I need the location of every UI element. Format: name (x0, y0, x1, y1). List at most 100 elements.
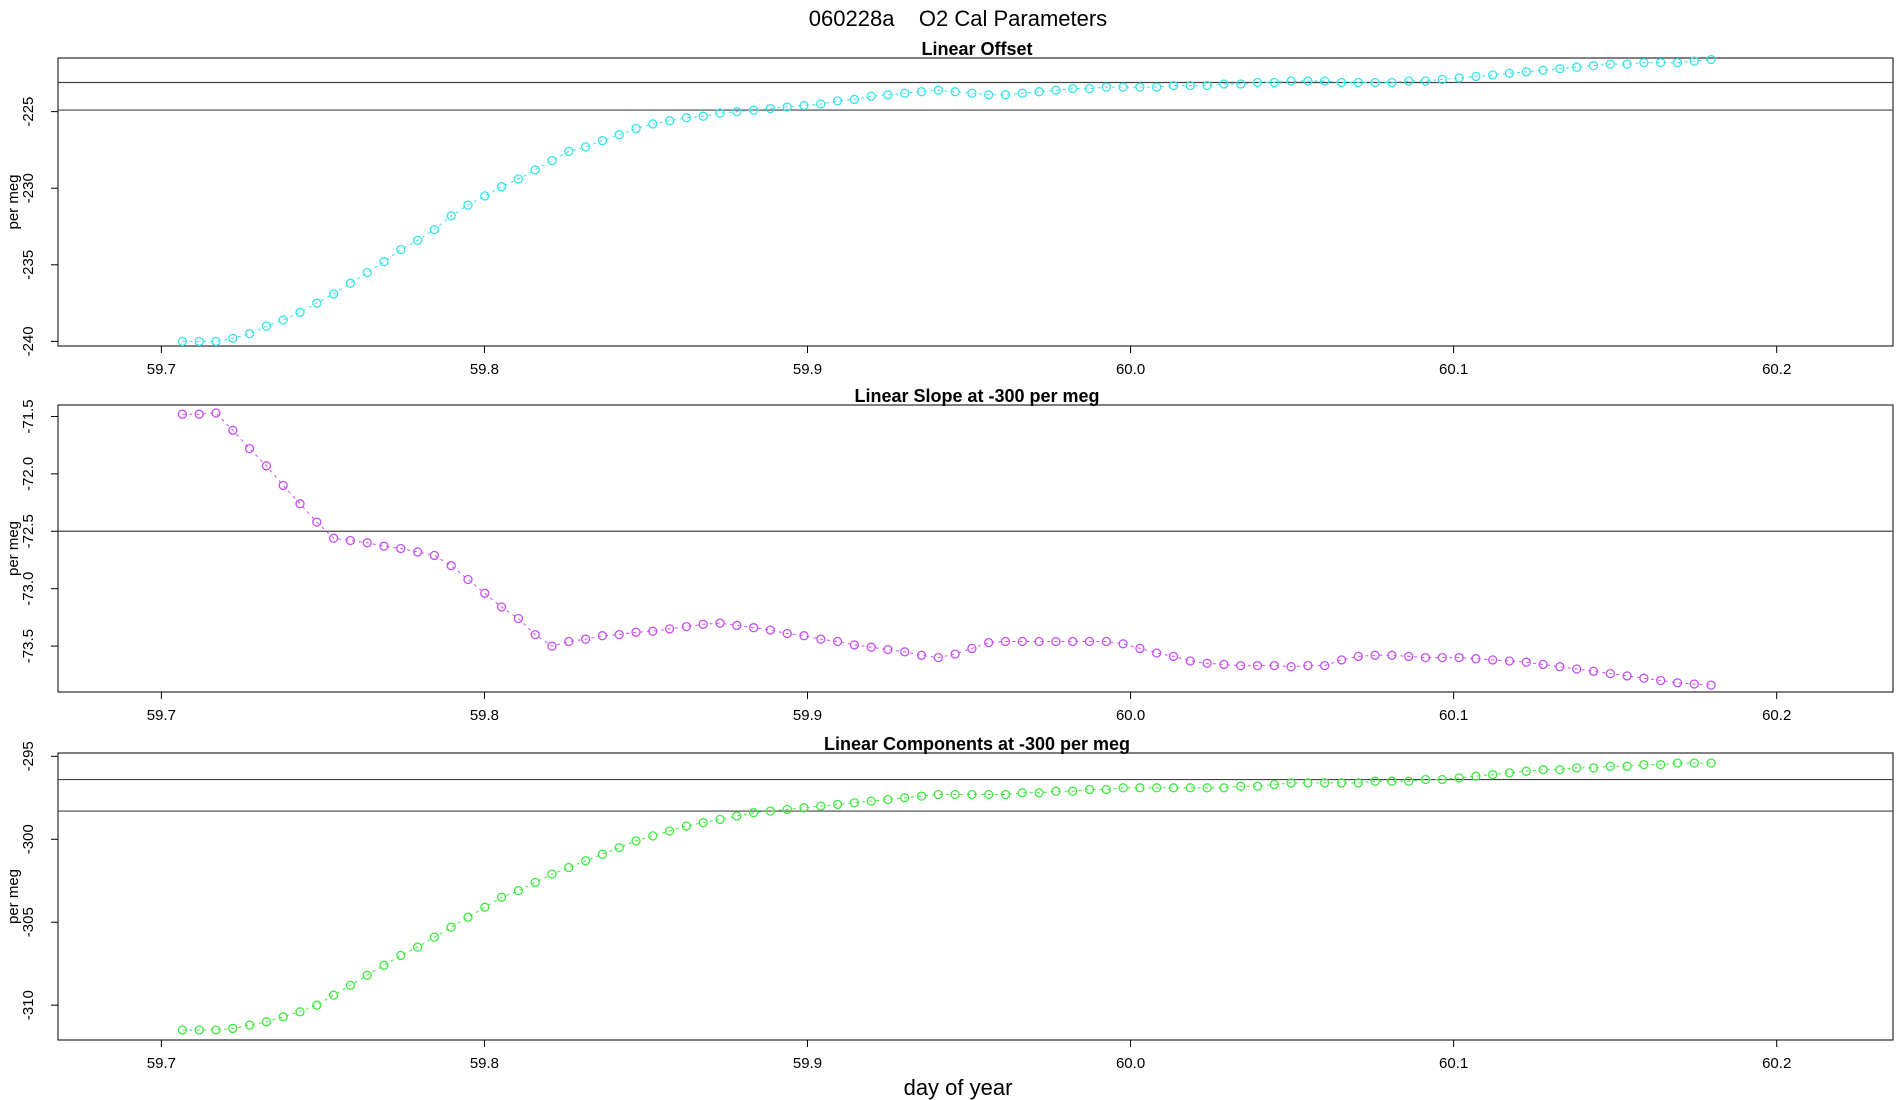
linear-offset-data-point (362, 267, 372, 278)
linear-components-data-point (379, 960, 389, 970)
linear-components-data-point (1252, 781, 1263, 791)
linear-offset-y-axis-label: per meg (5, 174, 22, 229)
linear-slope-x-tick-label: 60.0 (1116, 707, 1145, 724)
linear-offset-data-point (412, 235, 423, 245)
linear-slope-data-point (295, 499, 305, 509)
linear-offset-data-point (580, 142, 591, 152)
linear-components-data-point (1000, 789, 1011, 800)
linear-offset-data-point (480, 191, 490, 201)
linear-offset-series-line (182, 59, 1712, 342)
linear-offset-data-point (1303, 76, 1313, 86)
linear-components-data-point (513, 886, 524, 896)
linear-components-data-point (614, 842, 624, 853)
linear-slope-data-point (1370, 650, 1380, 660)
linear-offset-data-point (396, 244, 406, 255)
linear-components-data-point (1353, 778, 1363, 788)
linear-slope-data-point (1639, 673, 1649, 683)
linear-components-data-point (564, 862, 574, 873)
linear-components-data-point (1521, 766, 1531, 776)
linear-slope-data-point (396, 543, 406, 554)
linear-offset-data-point (194, 336, 204, 347)
linear-components-data-point (1017, 788, 1027, 798)
linear-slope-data-point (328, 533, 339, 543)
linear-components-data-point (648, 831, 658, 841)
panel-linear-offset: Linear Offset per meg -240 -235 -230 -225 59.7… (5, 39, 1894, 378)
linear-slope-data-point (1672, 678, 1683, 688)
linear-offset-data-point (1656, 57, 1666, 68)
linear-offset-data-point (547, 155, 557, 166)
linear-components-data-point (1084, 784, 1095, 795)
linear-slope-data-point (564, 636, 574, 647)
linear-offset-data-point (1605, 59, 1615, 69)
linear-components-data-point (446, 922, 456, 932)
linear-slope-data-point (446, 561, 456, 571)
linear-slope-data-point (1656, 675, 1666, 686)
linear-offset-data-point (799, 100, 809, 111)
linear-components-data-point (1152, 783, 1162, 793)
linear-offset-data-point (1420, 76, 1431, 86)
linear-slope-data-point (765, 625, 776, 635)
linear-components-data-point (984, 789, 994, 800)
linear-slope-y-axis-label: per meg (5, 521, 22, 576)
x-axis-label: day of year (904, 1075, 1013, 1100)
linear-offset-data-point (1555, 64, 1565, 74)
linear-offset-data-point (916, 87, 927, 97)
linear-components-data-point (916, 791, 927, 801)
linear-slope-data-point (177, 409, 188, 419)
linear-slope-data-point (1269, 660, 1279, 671)
linear-slope-x-tick-label: 59.8 (470, 707, 499, 724)
linear-offset-data-point (631, 123, 641, 134)
linear-components-data-point (1622, 761, 1632, 771)
linear-components-data-point (967, 789, 977, 800)
linear-components-data-point (1538, 764, 1548, 775)
linear-slope-data-point (228, 425, 238, 435)
linear-components-data-point (1605, 761, 1615, 771)
linear-components-data-point (1588, 763, 1599, 773)
linear-offset-data-point (1068, 83, 1078, 94)
linear-components-data-point (1185, 783, 1195, 793)
linear-slope-data-point (631, 627, 641, 637)
linear-offset-data-point (698, 111, 708, 121)
linear-components-y-tick-label: -300 (20, 824, 37, 854)
linear-offset-data-point (1152, 82, 1162, 92)
linear-slope-data-point (916, 650, 927, 660)
linear-slope-data-point (496, 602, 507, 612)
linear-offset-data-point (177, 336, 188, 347)
linear-slope-data-point (816, 634, 826, 644)
linear-components-y-tick-label: -305 (20, 907, 37, 937)
linear-components-data-point (244, 1020, 255, 1030)
linear-slope-data-point (1101, 636, 1111, 647)
linear-offset-data-point (1622, 59, 1632, 69)
linear-offset-data-point (244, 329, 255, 339)
linear-slope-data-point (362, 538, 372, 548)
linear-slope-data-point (1068, 636, 1078, 647)
linear-offset-data-point (816, 99, 826, 109)
linear-components-data-point (1236, 781, 1246, 791)
linear-slope-data-point (1252, 660, 1263, 671)
linear-slope-y-tick-label: -72.0 (20, 457, 37, 491)
linear-slope-data-point (530, 629, 540, 640)
linear-components-data-point (748, 808, 759, 818)
linear-components-data-point (530, 877, 540, 888)
linear-offset-data-point (379, 257, 389, 267)
linear-slope-data-point (1051, 636, 1061, 647)
linear-components-data-point (900, 793, 910, 803)
linear-components-data-point (1404, 776, 1414, 786)
linear-slope-data-point (1622, 671, 1632, 681)
linear-offset-data-point (345, 278, 356, 288)
linear-components-data-point (295, 1007, 305, 1017)
linear-components-data-point (1639, 759, 1649, 770)
linear-offset-data-point (312, 298, 322, 308)
linear-components-data-point (1269, 779, 1279, 790)
linear-components-data-point (1672, 758, 1683, 768)
linear-components-x-tick-label: 60.1 (1439, 1055, 1468, 1072)
linear-offset-data-point (748, 105, 759, 115)
linear-offset-data-point (1118, 82, 1128, 92)
linear-slope-data-point (1017, 636, 1027, 647)
linear-offset-plot-frame (57, 57, 1894, 347)
linear-offset-data-point (1185, 80, 1195, 91)
linear-offset-data-point (1168, 80, 1179, 91)
linear-components-data-point (1488, 769, 1498, 780)
linear-offset-data-point (328, 289, 339, 299)
linear-offset-data-point (1017, 88, 1027, 98)
